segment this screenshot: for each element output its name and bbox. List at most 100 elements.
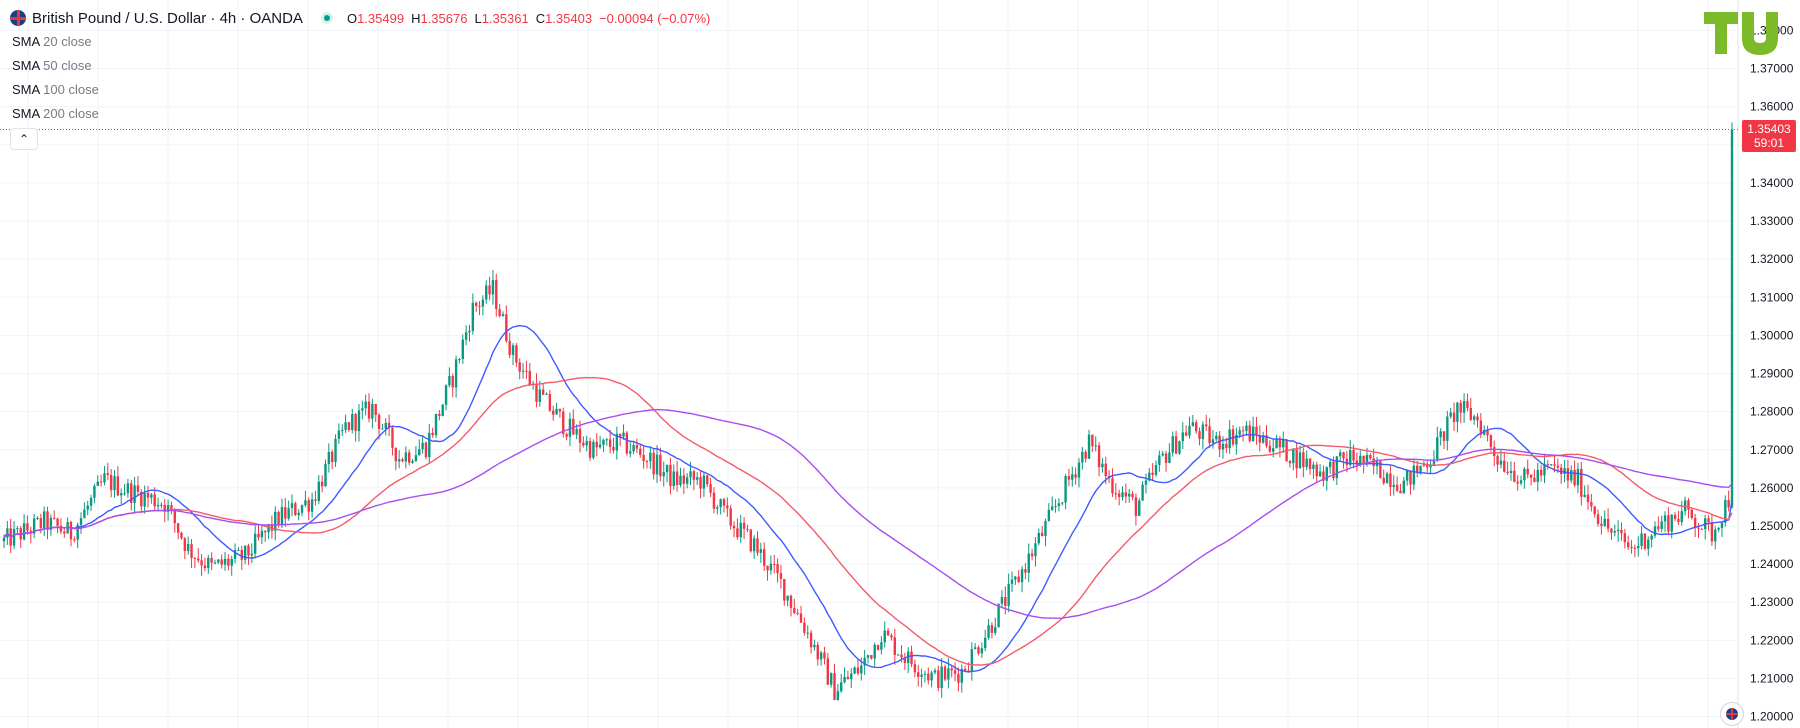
candle-body xyxy=(1104,463,1107,477)
candle-body xyxy=(779,573,783,579)
candle-body xyxy=(481,299,485,307)
candle-body xyxy=(900,654,903,658)
candle-body xyxy=(116,476,120,496)
candle-body xyxy=(937,670,940,688)
candle-body xyxy=(608,439,612,447)
candle-body xyxy=(1533,477,1536,482)
candle-body xyxy=(1338,452,1342,457)
candle-body xyxy=(829,673,833,685)
candle-body xyxy=(42,511,46,528)
candle-body xyxy=(19,528,22,540)
candle-body xyxy=(1670,514,1673,532)
candle-body xyxy=(1188,425,1191,436)
candle-body xyxy=(1282,439,1285,448)
candle-body xyxy=(485,285,488,300)
candle-body xyxy=(1245,425,1248,432)
candle-body xyxy=(1365,454,1369,465)
candle-body xyxy=(592,441,595,458)
candle-body xyxy=(1191,422,1195,426)
candle-body xyxy=(401,459,404,462)
candle-body xyxy=(56,518,59,526)
candle-body xyxy=(1359,455,1362,465)
candle-body xyxy=(1054,506,1057,508)
candle-body xyxy=(826,658,830,685)
candle-body xyxy=(1205,424,1208,427)
candle-body xyxy=(719,499,722,508)
candle-body xyxy=(1553,464,1556,466)
candle-body xyxy=(957,673,960,683)
candle-body xyxy=(1231,429,1235,445)
candle-body xyxy=(1586,494,1590,503)
currency-flag-icon[interactable] xyxy=(1720,702,1744,726)
candle-body xyxy=(1208,426,1211,444)
indicator-sma-100[interactable]: SMA 100 close xyxy=(12,82,99,97)
candle-body xyxy=(819,652,823,660)
candle-body xyxy=(1452,412,1456,422)
collapse-legend-button[interactable]: ⌃ xyxy=(10,128,38,150)
candle-body xyxy=(1395,484,1399,491)
candle-body xyxy=(1405,470,1409,481)
candle-body xyxy=(1379,461,1382,478)
candle-body xyxy=(1637,545,1640,549)
candle-body xyxy=(793,607,796,614)
candle-body xyxy=(140,491,143,507)
candle-body xyxy=(441,404,444,416)
candle-body xyxy=(220,559,223,565)
y-tick-label: 1.28000 xyxy=(1750,405,1794,419)
candle-body xyxy=(49,517,53,530)
y-tick-label: 1.26000 xyxy=(1750,481,1794,495)
candle-body xyxy=(1626,542,1630,548)
candle-body xyxy=(1677,518,1680,523)
candle-body xyxy=(1496,455,1499,465)
candle-body xyxy=(1717,527,1720,530)
indicator-sma-20[interactable]: SMA 20 close xyxy=(12,34,92,49)
candle-body xyxy=(1422,464,1426,466)
candle-body xyxy=(327,451,331,465)
candle-body xyxy=(203,565,207,569)
candle-body xyxy=(689,471,692,478)
candle-body xyxy=(712,492,716,509)
candle-body xyxy=(783,578,786,601)
candle-body xyxy=(615,433,619,451)
candle-body xyxy=(1138,500,1141,516)
candle-body xyxy=(190,544,193,559)
candle-body xyxy=(528,370,531,385)
candle-body xyxy=(538,389,542,402)
candle-body xyxy=(324,464,327,487)
candle-body xyxy=(873,644,876,659)
candle-body xyxy=(448,375,451,386)
candle-body xyxy=(153,494,156,507)
y-tick-label: 1.31000 xyxy=(1750,290,1794,304)
candle-body xyxy=(1251,426,1255,441)
candle-body xyxy=(1476,416,1479,421)
candle-body xyxy=(1198,431,1201,439)
candle-body xyxy=(1402,480,1406,494)
candle-body xyxy=(990,625,994,633)
indicator-sma-50[interactable]: SMA 50 close xyxy=(12,58,92,73)
candle-body xyxy=(967,670,970,672)
candle-body xyxy=(1215,435,1218,440)
candle-body xyxy=(1549,464,1553,466)
indicator-sma-200[interactable]: SMA 200 close xyxy=(12,106,99,121)
candle-body xyxy=(602,439,605,445)
candle-body xyxy=(1164,453,1168,463)
candle-body xyxy=(1174,436,1178,454)
candle-body xyxy=(126,483,130,494)
candle-body xyxy=(1292,449,1295,464)
candle-body xyxy=(237,549,240,551)
candle-body xyxy=(1342,452,1345,459)
candle-body xyxy=(612,446,615,451)
candle-body xyxy=(1148,472,1151,481)
candle-body xyxy=(240,549,243,560)
candle-body xyxy=(1171,436,1174,453)
sma-100-line xyxy=(3,408,1733,619)
candle-body xyxy=(1121,492,1124,498)
candle-body xyxy=(525,370,528,372)
change-value: −0.00094 (−0.07%) xyxy=(599,10,711,26)
symbol-title[interactable]: British Pound / U.S. Dollar · 4h · OANDA xyxy=(32,9,303,27)
candle-body xyxy=(1590,502,1593,507)
candle-body xyxy=(866,655,870,658)
candle-body xyxy=(1020,569,1024,583)
y-tick-label: 1.30000 xyxy=(1750,328,1794,342)
